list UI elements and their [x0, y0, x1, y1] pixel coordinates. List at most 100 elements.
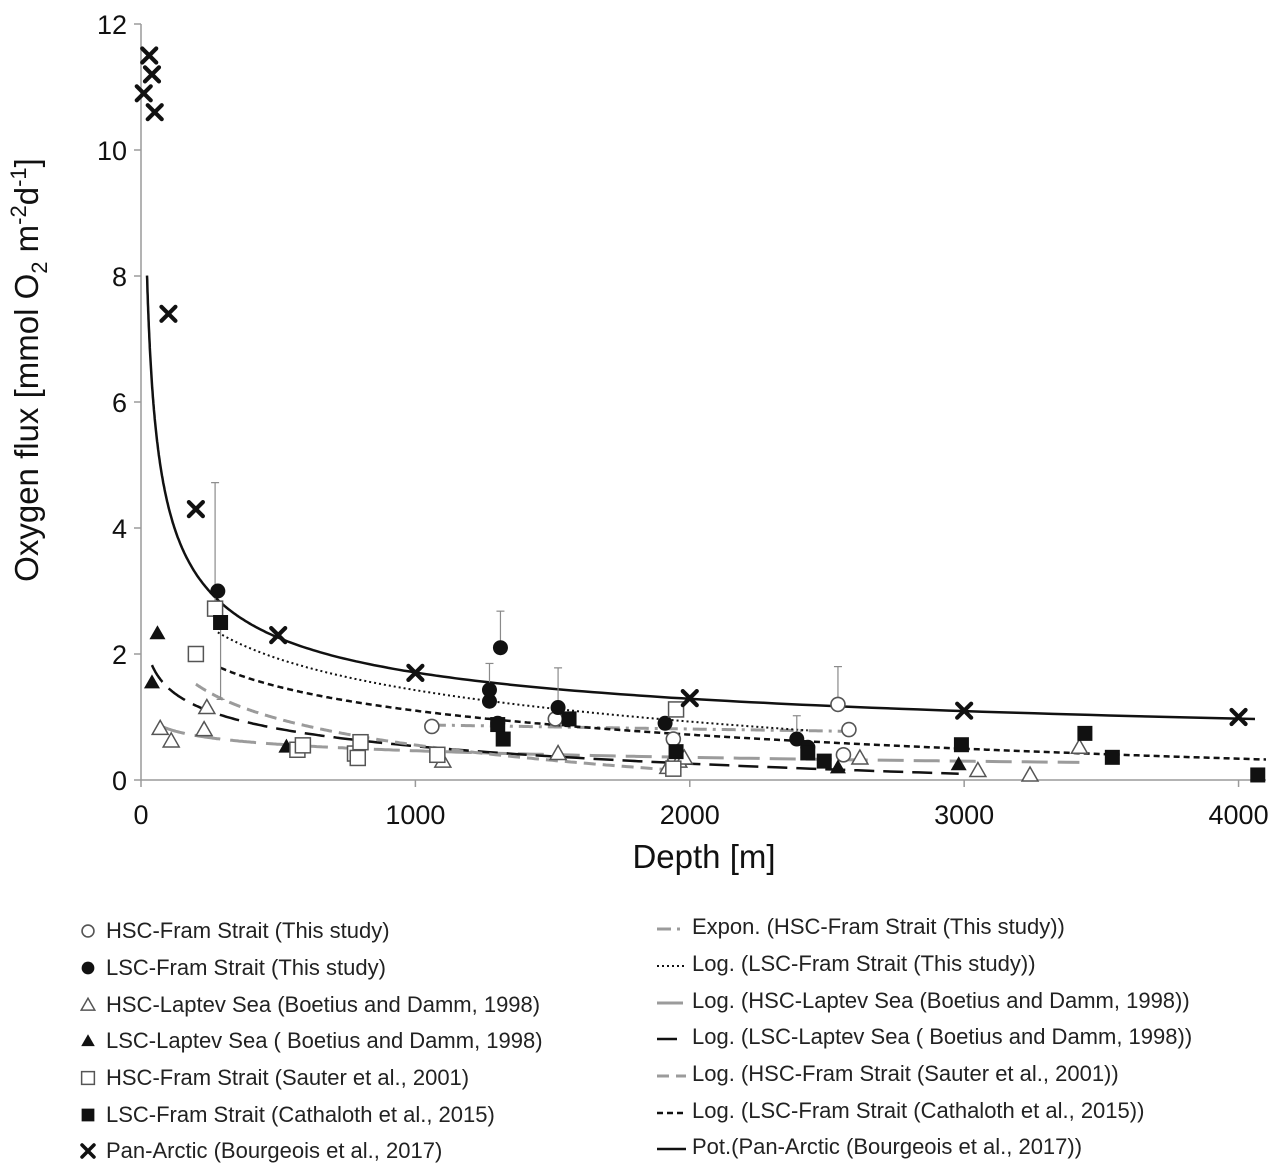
point-series-0: [424, 718, 440, 735]
data-points: [134, 46, 1266, 783]
y-tick-label: 2: [112, 640, 127, 670]
y-axis-label: Oxygen flux [mmol O2 m-2d-1]: [6, 158, 52, 582]
point-series-3: [143, 674, 160, 689]
point-series-0: [830, 696, 846, 713]
legend-line-sample: [657, 1038, 686, 1041]
legend-item-series-3: LSC-Laptev Sea ( Boetius and Damm, 1998): [76, 1023, 543, 1060]
point-series-1: [550, 700, 566, 716]
point-series-5: [1104, 749, 1120, 765]
legend-marker: [79, 996, 97, 1011]
point-series-4: [429, 746, 446, 764]
trendline-2: [159, 724, 1080, 764]
point-series-5: [561, 711, 577, 727]
point-series-4: [187, 645, 205, 663]
legend-marker: [81, 961, 95, 975]
legend-item-trendline-6: Pot.(Pan-Arctic (Bourgeois et al., 2017)…: [654, 1129, 1192, 1166]
point-series-2: [197, 698, 217, 715]
point-series-6: [145, 103, 164, 122]
point-series-5: [213, 615, 229, 630]
legend-marker: [81, 1034, 95, 1047]
legend-line-sample: [657, 927, 686, 931]
x-tick-label: 1000: [385, 800, 445, 830]
point-series-5: [495, 731, 511, 747]
point-series-2: [161, 731, 181, 748]
point-series-4: [665, 760, 682, 777]
y-tick-label: 6: [112, 388, 127, 418]
point-series-2: [850, 748, 870, 765]
trendline-4: [195, 682, 677, 772]
point-series-0: [835, 746, 852, 763]
legend-label: Log. (LSC-Fram Strait (This study)): [692, 951, 1036, 977]
legend-item-series-6: Pan-Arctic (Bourgeois et al., 2017): [76, 1133, 543, 1170]
legend-label: HSC-Fram Strait (This study): [106, 918, 390, 944]
legend-item-trendline-3: Log. (LSC-Laptev Sea ( Boetius and Damm,…: [654, 1019, 1192, 1056]
point-series-5: [1077, 725, 1093, 741]
legend-label: Expon. (HSC-Fram Strait (This study)): [692, 914, 1065, 940]
legend-item-trendline-1: Log. (LSC-Fram Strait (This study)): [654, 946, 1192, 983]
legend-label: Log. (LSC-Fram Strait (Cathaloth et al.,…: [692, 1097, 1145, 1123]
legend-label: Pot.(Pan-Arctic (Bourgeois et al., 2017)…: [692, 1134, 1083, 1160]
trendline-6: [145, 275, 1256, 721]
legend-marker: [80, 1143, 96, 1160]
x-tick-label: 2000: [660, 800, 720, 830]
y-tick-label: 8: [112, 262, 127, 292]
point-series-3: [829, 759, 846, 774]
trendlines: [145, 275, 1267, 775]
point-series-6: [406, 663, 425, 682]
legend-marker: [80, 1070, 96, 1086]
legend-item-trendline-2: Log. (HSC-Laptev Sea (Boetius and Damm, …: [654, 982, 1192, 1019]
point-series-6: [140, 46, 159, 65]
legend-marker-shape: [81, 1034, 95, 1047]
y-tick-label: 12: [97, 10, 127, 40]
point-series-4: [294, 737, 312, 754]
legend-item-series-5: LSC-Fram Strait (Cathaloth et al., 2015): [76, 1096, 543, 1133]
legend-item-series-4: HSC-Fram Strait (Sauter et al., 2001): [76, 1060, 543, 1097]
point-series-1: [481, 682, 497, 698]
legend-item-trendline-4: Log. (HSC-Fram Strait (Sauter et al., 20…: [654, 1056, 1192, 1093]
legend-item-trendline-0: Expon. (HSC-Fram Strait (This study)): [654, 909, 1192, 946]
point-series-2: [548, 744, 568, 761]
legend-marker-shape: [81, 961, 95, 975]
point-series-2: [194, 720, 214, 737]
point-series-2: [150, 718, 170, 736]
point-series-1: [492, 640, 508, 656]
y-tick-label: 10: [97, 136, 127, 166]
axes: 0 2 4 6 8 10 12 0 1000 2000 3000 4000: [97, 10, 1269, 830]
legend-item-trendline-5: Log. (LSC-Fram Strait (Cathaloth et al.,…: [654, 1092, 1192, 1129]
legend-marker-shape: [81, 1108, 95, 1122]
legend-item-series-0: HSC-Fram Strait (This study): [76, 913, 543, 950]
legend-label: Log. (HSC-Fram Strait (Sauter et al., 20…: [692, 1061, 1119, 1087]
point-series-6: [186, 500, 205, 519]
point-series-1: [657, 715, 673, 731]
point-series-5: [816, 753, 832, 769]
point-series-6: [142, 65, 162, 84]
point-series-4: [667, 701, 685, 718]
legend-marker-shape: [80, 1070, 96, 1086]
legend-line-sample: [657, 1148, 686, 1151]
trendline-0: [431, 723, 849, 733]
point-series-4: [206, 600, 224, 617]
point-series-1: [210, 583, 226, 599]
legend-label: Log. (LSC-Laptev Sea ( Boetius and Damm,…: [692, 1024, 1193, 1050]
legend-label: Pan-Arctic (Bourgeois et al., 2017): [106, 1138, 443, 1164]
trendline-3: [150, 664, 959, 775]
x-tick-label: 3000: [934, 800, 994, 830]
point-series-3: [950, 756, 967, 771]
point-series-5: [800, 745, 816, 761]
legend-line-sample: [657, 1074, 686, 1078]
legend-line-sample: [657, 1111, 686, 1115]
point-series-6: [269, 626, 288, 645]
point-series-5: [1250, 767, 1266, 783]
legend-marker-shape: [79, 996, 97, 1011]
point-series-4: [349, 749, 367, 767]
legend-series: HSC-Fram Strait (This study) LSC-Fram Str…: [76, 913, 543, 1170]
legend-item-series-1: LSC-Fram Strait (This study): [76, 950, 543, 987]
legend-line-sample: [657, 965, 686, 968]
legend-trendlines: Expon. (HSC-Fram Strait (This study)) Log…: [654, 909, 1192, 1166]
y-tick-label: 0: [112, 766, 127, 796]
point-series-6: [955, 701, 974, 720]
legend-item-series-2: HSC-Laptev Sea (Boetius and Damm, 1998): [76, 986, 543, 1023]
legend-marker-shape: [80, 1143, 96, 1160]
trendline-5: [220, 666, 1267, 761]
point-series-3: [149, 625, 166, 640]
